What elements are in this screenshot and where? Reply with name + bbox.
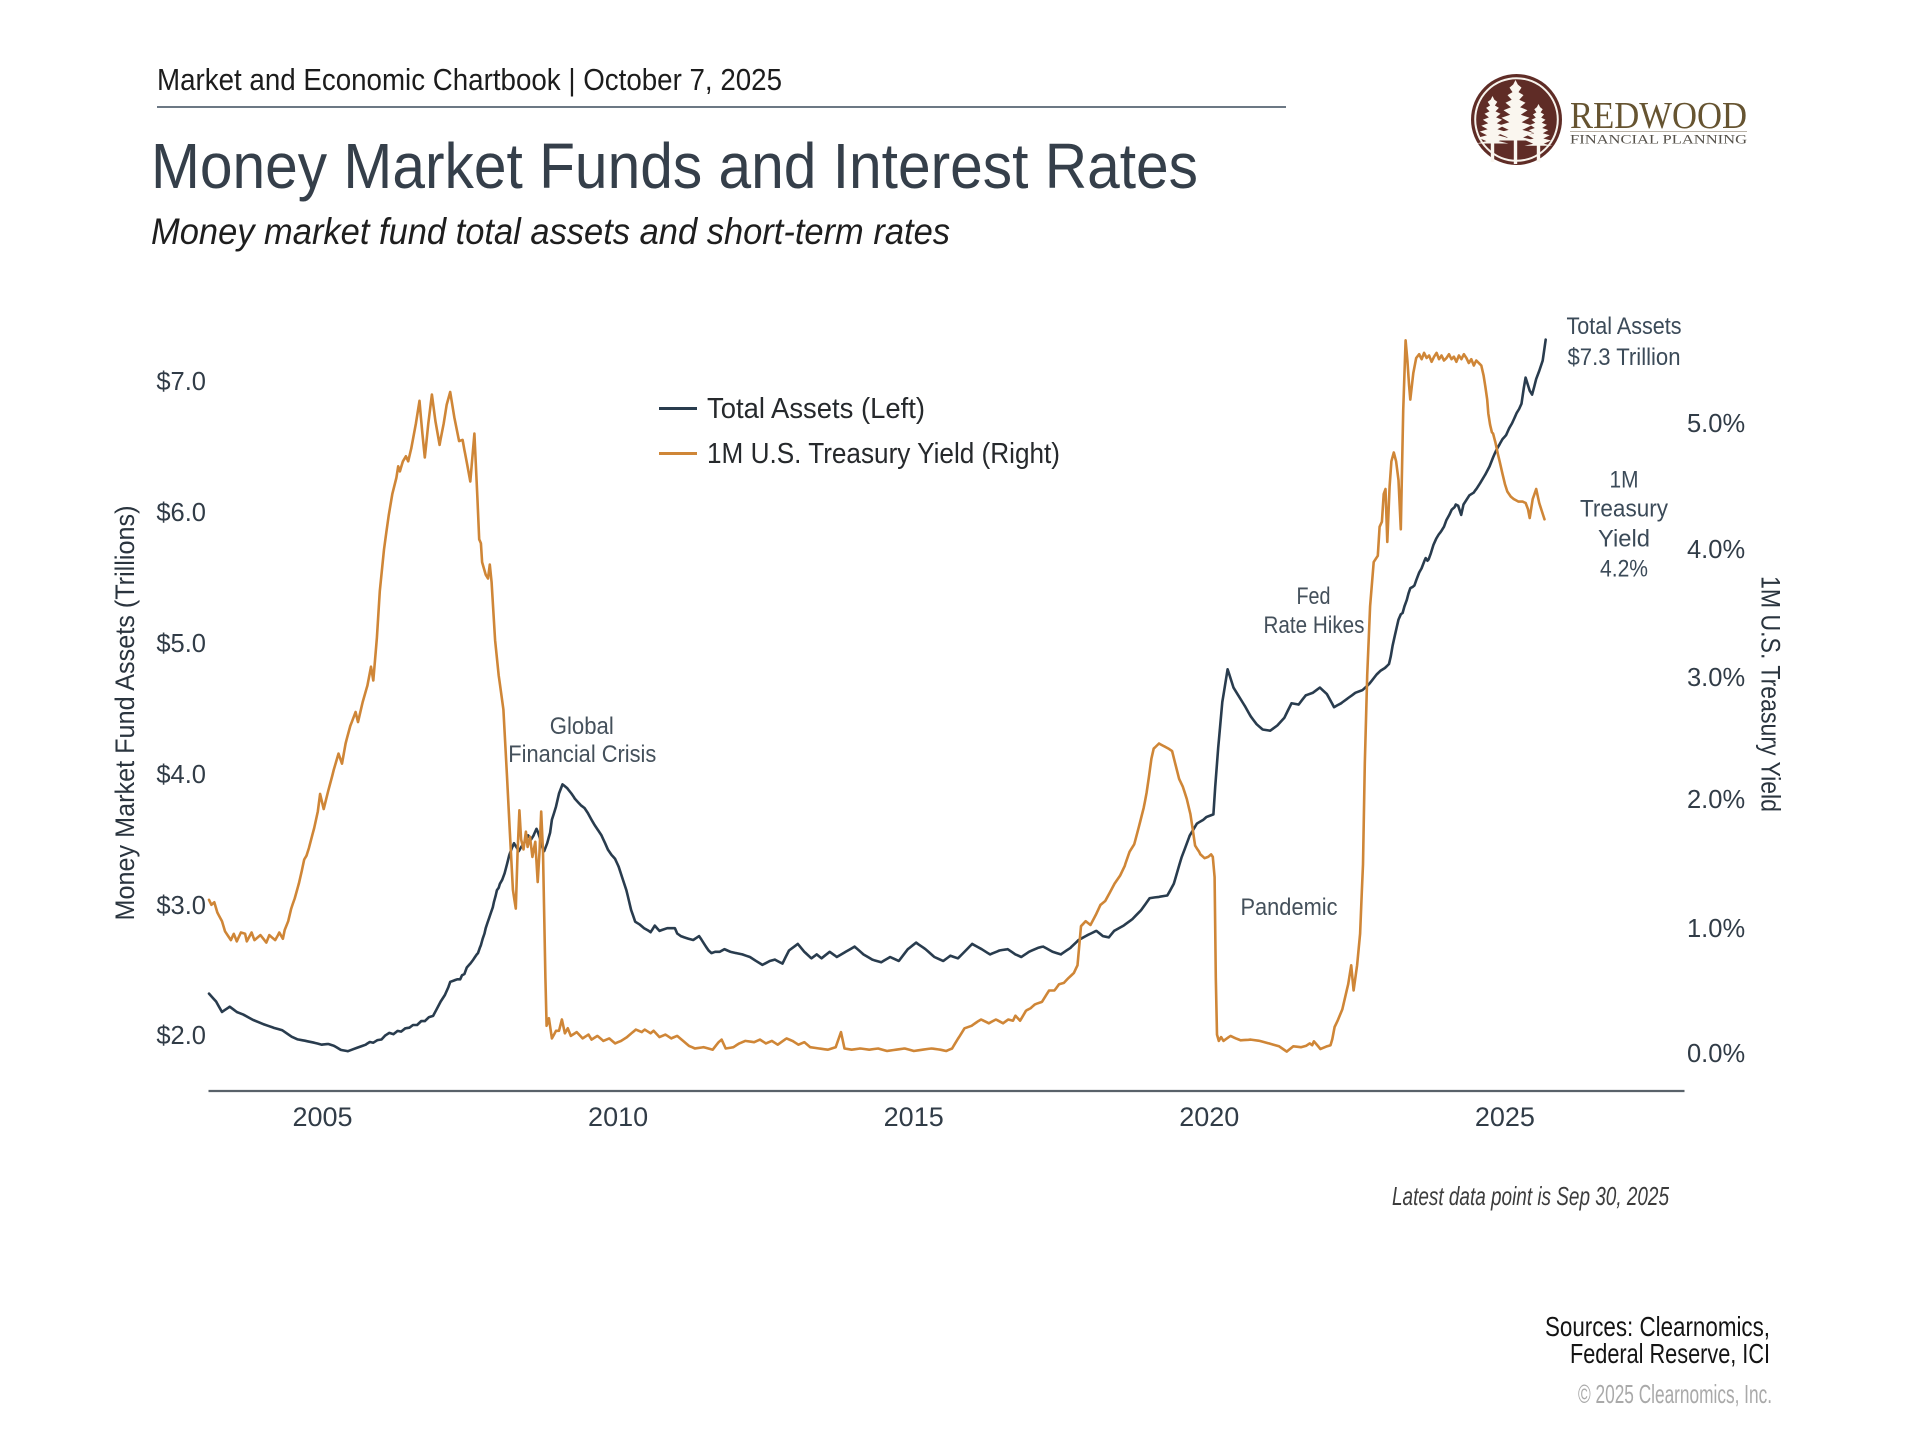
svg-text:2010: 2010 [588, 1102, 648, 1132]
svg-text:0.0%: 0.0% [1687, 1040, 1745, 1068]
svg-text:1M U.S. Treasury Yield: 1M U.S. Treasury Yield [1756, 576, 1786, 812]
svg-text:$7.3 Trillion: $7.3 Trillion [1568, 344, 1681, 371]
svg-text:REDWOOD: REDWOOD [1570, 95, 1747, 137]
svg-text:Treasury: Treasury [1580, 496, 1669, 523]
svg-text:Global: Global [550, 713, 614, 740]
svg-text:2020: 2020 [1179, 1102, 1239, 1132]
svg-text:Total Assets (Left): Total Assets (Left) [707, 393, 925, 425]
svg-text:FINANCIAL PLANNING: FINANCIAL PLANNING [1570, 133, 1747, 147]
svg-text:$5.0: $5.0 [156, 630, 206, 658]
svg-text:5.0%: 5.0% [1687, 410, 1745, 438]
svg-text:1M: 1M [1610, 467, 1639, 494]
svg-text:3.0%: 3.0% [1687, 664, 1745, 692]
svg-text:$6.0: $6.0 [156, 499, 206, 527]
svg-text:$2.0: $2.0 [156, 1022, 206, 1050]
svg-text:Total Assets: Total Assets [1567, 313, 1682, 340]
svg-text:Latest data point is Sep 30, 2: Latest data point is Sep 30, 2025 [1392, 1181, 1669, 1211]
svg-text:2005: 2005 [292, 1102, 352, 1132]
svg-text:Market and Economic Chartbook: Market and Economic Chartbook | October … [157, 62, 782, 97]
svg-text:1M U.S. Treasury Yield (Right): 1M U.S. Treasury Yield (Right) [707, 438, 1060, 470]
svg-text:$4.0: $4.0 [156, 761, 206, 789]
svg-text:Money Market Fund Assets (Tril: Money Market Fund Assets (Trillions) [110, 506, 140, 921]
svg-text:Yield: Yield [1598, 526, 1650, 553]
svg-text:Pandemic: Pandemic [1241, 894, 1338, 921]
svg-text:4.0%: 4.0% [1687, 536, 1745, 564]
svg-text:2.0%: 2.0% [1687, 786, 1745, 814]
svg-text:© 2025 Clearnomics, Inc.: © 2025 Clearnomics, Inc. [1578, 1379, 1772, 1409]
svg-text:Sources: Clearnomics,: Sources: Clearnomics, [1545, 1311, 1770, 1342]
svg-text:Money Market Funds and Interes: Money Market Funds and Interest Rates [151, 130, 1198, 202]
svg-text:Federal Reserve, ICI: Federal Reserve, ICI [1570, 1338, 1770, 1369]
svg-text:4.2%: 4.2% [1600, 556, 1648, 583]
svg-text:$3.0: $3.0 [156, 892, 206, 920]
svg-text:2015: 2015 [884, 1102, 944, 1132]
svg-text:$7.0: $7.0 [156, 368, 206, 396]
svg-text:Rate Hikes: Rate Hikes [1264, 612, 1365, 639]
svg-text:2025: 2025 [1475, 1102, 1535, 1132]
svg-text:1.0%: 1.0% [1687, 915, 1745, 943]
svg-text:Money market fund total assets: Money market fund total assets and short… [151, 211, 950, 252]
svg-text:Fed: Fed [1297, 583, 1331, 610]
svg-text:Financial Crisis: Financial Crisis [508, 741, 656, 768]
